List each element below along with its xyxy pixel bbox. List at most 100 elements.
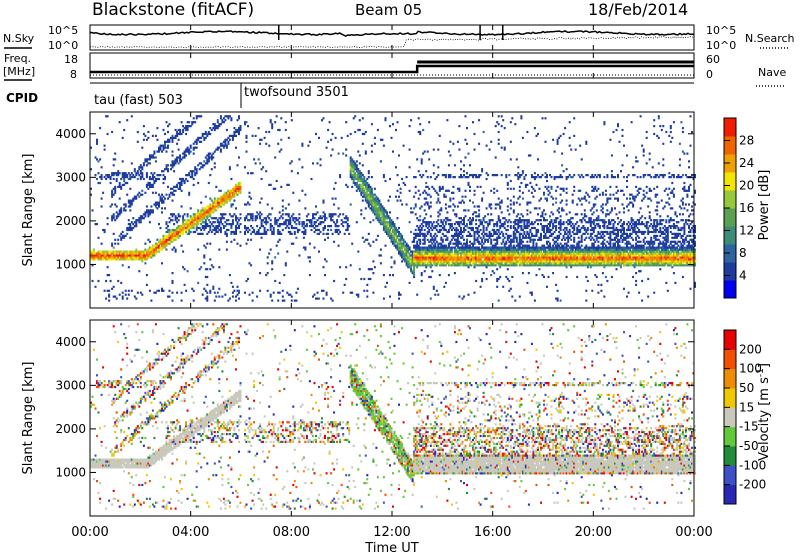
data-cell [494, 232, 497, 235]
data-cell [312, 213, 314, 216]
data-cell [386, 230, 388, 234]
data-cell [135, 250, 138, 253]
data-cell [97, 258, 100, 261]
data-cell [171, 134, 174, 137]
data-cell [287, 221, 290, 224]
data-cell [405, 203, 408, 206]
data-cell [514, 232, 517, 235]
data-cell [463, 246, 465, 249]
data-cell [533, 176, 536, 179]
data-cell [565, 246, 568, 249]
data-cell [546, 199, 548, 202]
data-cell [565, 254, 568, 257]
data-cell [235, 299, 237, 302]
data-cell [301, 223, 304, 226]
data-cell [437, 250, 440, 253]
data-cell [177, 162, 180, 165]
data-cell [151, 254, 154, 257]
data-cell [197, 211, 200, 214]
data-cell [262, 225, 265, 228]
data-cell [571, 193, 574, 196]
data-cell [239, 185, 242, 188]
data-cell [231, 203, 234, 206]
data-cell [452, 242, 455, 245]
data-cell [481, 238, 484, 241]
data-cell [537, 260, 539, 263]
data-cell [287, 223, 290, 226]
data-cell [537, 258, 539, 261]
data-cell [162, 244, 165, 247]
data-cell [218, 205, 221, 208]
data-cell [529, 264, 532, 267]
data-cell [452, 262, 455, 265]
data-cell [182, 219, 185, 222]
data-cell [108, 293, 111, 296]
data-cell [174, 136, 177, 139]
data-cell [331, 197, 334, 200]
data-cell [463, 209, 465, 212]
data-cell [493, 174, 496, 177]
data-cell [520, 238, 523, 241]
data-cell [216, 125, 219, 128]
data-cell [429, 238, 432, 241]
data-cell [114, 189, 117, 192]
data-cell [230, 203, 233, 206]
data-cell [497, 197, 500, 200]
data-cell [484, 238, 487, 241]
data-cell [565, 199, 568, 202]
data-cell [463, 201, 465, 204]
data-cell [296, 287, 299, 290]
data-cell [515, 262, 518, 265]
data-cell [404, 246, 407, 249]
data-cell [161, 240, 163, 243]
data-cell [161, 207, 163, 210]
data-cell [213, 199, 216, 202]
data-cell [142, 256, 145, 259]
data-cell [423, 189, 426, 192]
data-cell [473, 246, 476, 249]
data-cell [121, 258, 124, 261]
data-cell [518, 258, 521, 261]
data-cell [186, 121, 189, 124]
data-cell [392, 230, 394, 234]
data-cell [533, 260, 536, 263]
data-cell [124, 203, 127, 206]
data-cell [366, 189, 369, 192]
data-cell [538, 246, 541, 249]
data-cell [458, 221, 461, 224]
data-cell [425, 250, 428, 253]
data-cell [571, 246, 574, 249]
data-cell [543, 234, 545, 237]
data-cell [361, 183, 364, 186]
data-cell [337, 207, 340, 210]
data-cell [544, 117, 547, 120]
data-cell [97, 236, 100, 239]
data-cell [570, 264, 573, 267]
data-cell [389, 236, 391, 239]
data-cell [382, 274, 385, 277]
data-cell [216, 226, 219, 230]
data-cell [207, 225, 210, 228]
data-cell [565, 252, 568, 255]
data-cell [148, 154, 151, 157]
data-cell [535, 244, 538, 247]
data-cell [458, 223, 461, 226]
data-cell [469, 221, 471, 224]
data-cell [375, 199, 378, 202]
data-cell [532, 246, 535, 249]
data-cell [496, 260, 499, 263]
data-cell [506, 221, 509, 224]
data-cell [447, 189, 450, 192]
data-cell [497, 234, 500, 237]
data-cell [230, 205, 233, 208]
data-cell [543, 248, 545, 251]
data-cell [369, 244, 372, 247]
data-cell [440, 228, 443, 232]
data-cell [553, 260, 556, 263]
data-cell [373, 193, 376, 196]
data-cell [158, 150, 160, 153]
data-cell [354, 162, 357, 165]
data-cell [151, 248, 154, 251]
data-cell [384, 226, 387, 230]
data-cell [180, 232, 183, 235]
